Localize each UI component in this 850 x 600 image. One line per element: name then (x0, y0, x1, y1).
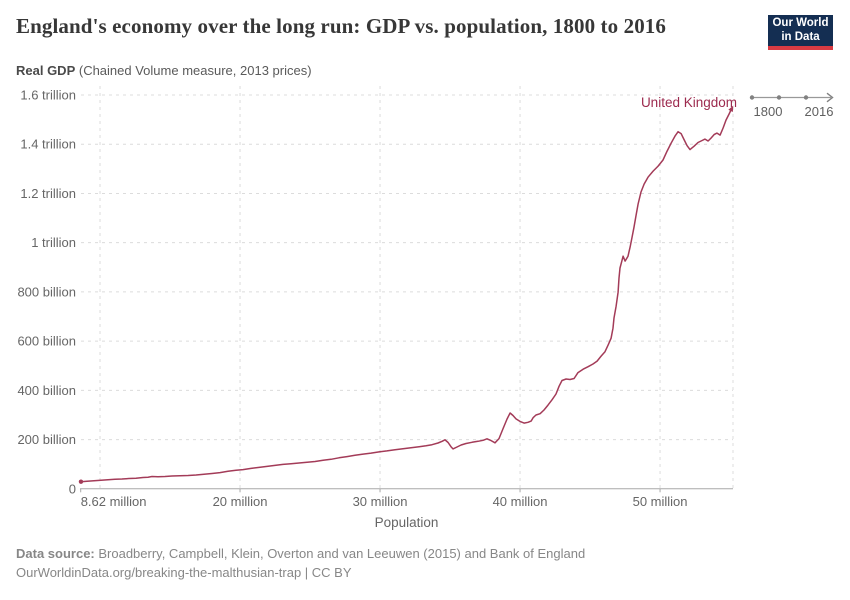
x-tick-label: 30 million (353, 494, 408, 509)
footer-source-line: Data source: Broadberry, Campbell, Klein… (16, 546, 585, 561)
gdp-line-series[interactable] (78, 105, 734, 484)
gdp-line[interactable] (80, 109, 732, 483)
y-tick-label: 1.6 trillion (20, 88, 76, 103)
x-tick-label: 20 million (213, 494, 268, 509)
timeline-end-year[interactable]: 2016 (804, 104, 834, 119)
footer-source-label: Data source: (16, 546, 95, 561)
tick-labels: 0 200 billion 400 billion 600 billion 800 bi… (17, 88, 687, 510)
subtitle-metric: Real GDP (16, 63, 76, 78)
footer-license-link[interactable]: OurWorldinData.org/breaking-the-malthusi… (16, 565, 352, 580)
timeline-widget[interactable] (746, 90, 838, 106)
timeline-start-year[interactable]: 1800 (753, 104, 783, 119)
timeline-arrow-icon (826, 92, 834, 103)
chart-subtitle: Real GDP (Chained Volume measure, 2013 p… (16, 63, 312, 78)
timeline-dot-mid2[interactable] (803, 95, 809, 100)
x-tick-label: 50 million (633, 494, 688, 509)
y-tick-label: 1.2 trillion (20, 186, 76, 201)
owid-logo-line1: Our World (772, 16, 829, 29)
y-tick-label: 0 (69, 481, 76, 496)
owid-logo-line2: in Data (781, 30, 820, 43)
y-tick-label: 1 trillion (31, 235, 76, 250)
y-tick-label: 600 billion (17, 334, 76, 349)
page-title: England's economy over the long run: GDP… (16, 14, 667, 38)
line-end-arrow-icon (728, 105, 734, 113)
footer-source-text: Broadberry, Campbell, Klein, Overton and… (94, 546, 586, 561)
entity-label-united-kingdom[interactable]: United Kingdom (640, 95, 737, 110)
y-tick-label: 200 billion (17, 432, 76, 447)
x-tick-label: 40 million (493, 494, 548, 509)
y-tick-label: 800 billion (17, 284, 76, 299)
subtitle-detail: (Chained Volume measure, 2013 prices) (75, 63, 312, 78)
line-start-dot (78, 479, 84, 484)
timeline-dot-start[interactable] (749, 95, 755, 100)
y-tick-label: 1.4 trillion (20, 137, 76, 152)
y-tick-label: 400 billion (17, 383, 76, 398)
x-tick-label: 8.62 million (81, 494, 147, 509)
axes (80, 488, 733, 493)
timeline-dot-mid1[interactable] (776, 95, 782, 100)
gridlines (81, 86, 734, 489)
owid-logo[interactable]: Our World in Data (768, 15, 833, 50)
x-axis-title: Population (374, 515, 439, 530)
